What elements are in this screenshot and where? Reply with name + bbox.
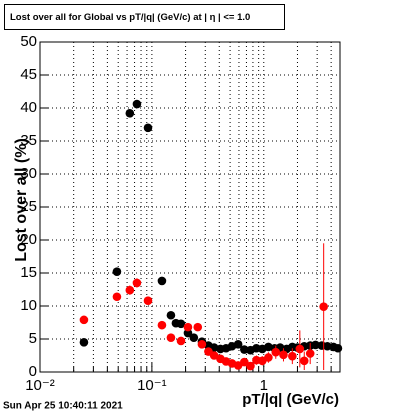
data-point bbox=[189, 333, 199, 342]
data-point bbox=[299, 356, 309, 366]
y-tick-label: 45 bbox=[20, 66, 37, 83]
y-tick-label: 40 bbox=[20, 99, 37, 116]
data-point bbox=[246, 361, 255, 371]
data-point bbox=[183, 328, 193, 338]
x-axis-label: pT/|q| (GeV/c) bbox=[242, 391, 339, 408]
data-point bbox=[157, 320, 167, 330]
data-point bbox=[112, 267, 122, 276]
data-point bbox=[166, 310, 176, 320]
y-tick-label: 25 bbox=[20, 198, 37, 215]
y-tick-label: 10 bbox=[20, 297, 37, 314]
data-point bbox=[264, 353, 273, 362]
data-point bbox=[288, 351, 297, 361]
y-tick-label: 50 bbox=[20, 33, 37, 50]
data-point bbox=[240, 357, 249, 367]
data-point bbox=[176, 319, 186, 329]
x-tick-label: 10⁻² bbox=[25, 377, 55, 394]
data-point bbox=[112, 292, 122, 302]
y-tick-label: 5 bbox=[29, 330, 37, 347]
data-point bbox=[125, 285, 135, 295]
y-tick-label: 0 bbox=[29, 363, 37, 380]
data-point bbox=[132, 99, 142, 109]
data-point bbox=[319, 302, 328, 311]
data-point bbox=[311, 340, 320, 350]
data-point bbox=[166, 333, 176, 342]
chart-title: Lost over all for Global vs pT/|q| (GeV/… bbox=[10, 12, 250, 23]
data-point bbox=[209, 351, 219, 360]
data-point bbox=[233, 339, 243, 349]
data-point bbox=[143, 123, 153, 133]
data-point bbox=[132, 278, 142, 288]
x-tick-label: 10⁻¹ bbox=[137, 377, 167, 394]
plot-frame bbox=[39, 41, 341, 373]
data-point bbox=[279, 350, 288, 360]
y-tick-label: 30 bbox=[20, 165, 37, 182]
x-tick-label: 1 bbox=[260, 377, 268, 394]
timestamp: Sun Apr 25 10:40:11 2021 bbox=[3, 401, 123, 412]
y-tick-label: 20 bbox=[20, 231, 37, 248]
data-point bbox=[183, 322, 193, 332]
y-tick-label: 15 bbox=[20, 264, 37, 281]
data-point bbox=[193, 322, 203, 332]
data-point bbox=[176, 336, 186, 346]
y-axis-label: Lost over all (%) bbox=[13, 138, 30, 262]
data-point bbox=[125, 108, 135, 118]
data-point bbox=[79, 338, 89, 347]
data-point bbox=[305, 349, 315, 358]
data-point bbox=[143, 296, 153, 306]
data-point bbox=[157, 276, 167, 286]
data-point bbox=[79, 315, 89, 325]
data-point bbox=[197, 339, 207, 349]
data-point bbox=[295, 344, 305, 354]
y-tick-label: 35 bbox=[20, 132, 37, 149]
title-box bbox=[4, 4, 285, 30]
data-point bbox=[271, 347, 281, 357]
data-point bbox=[333, 343, 343, 353]
